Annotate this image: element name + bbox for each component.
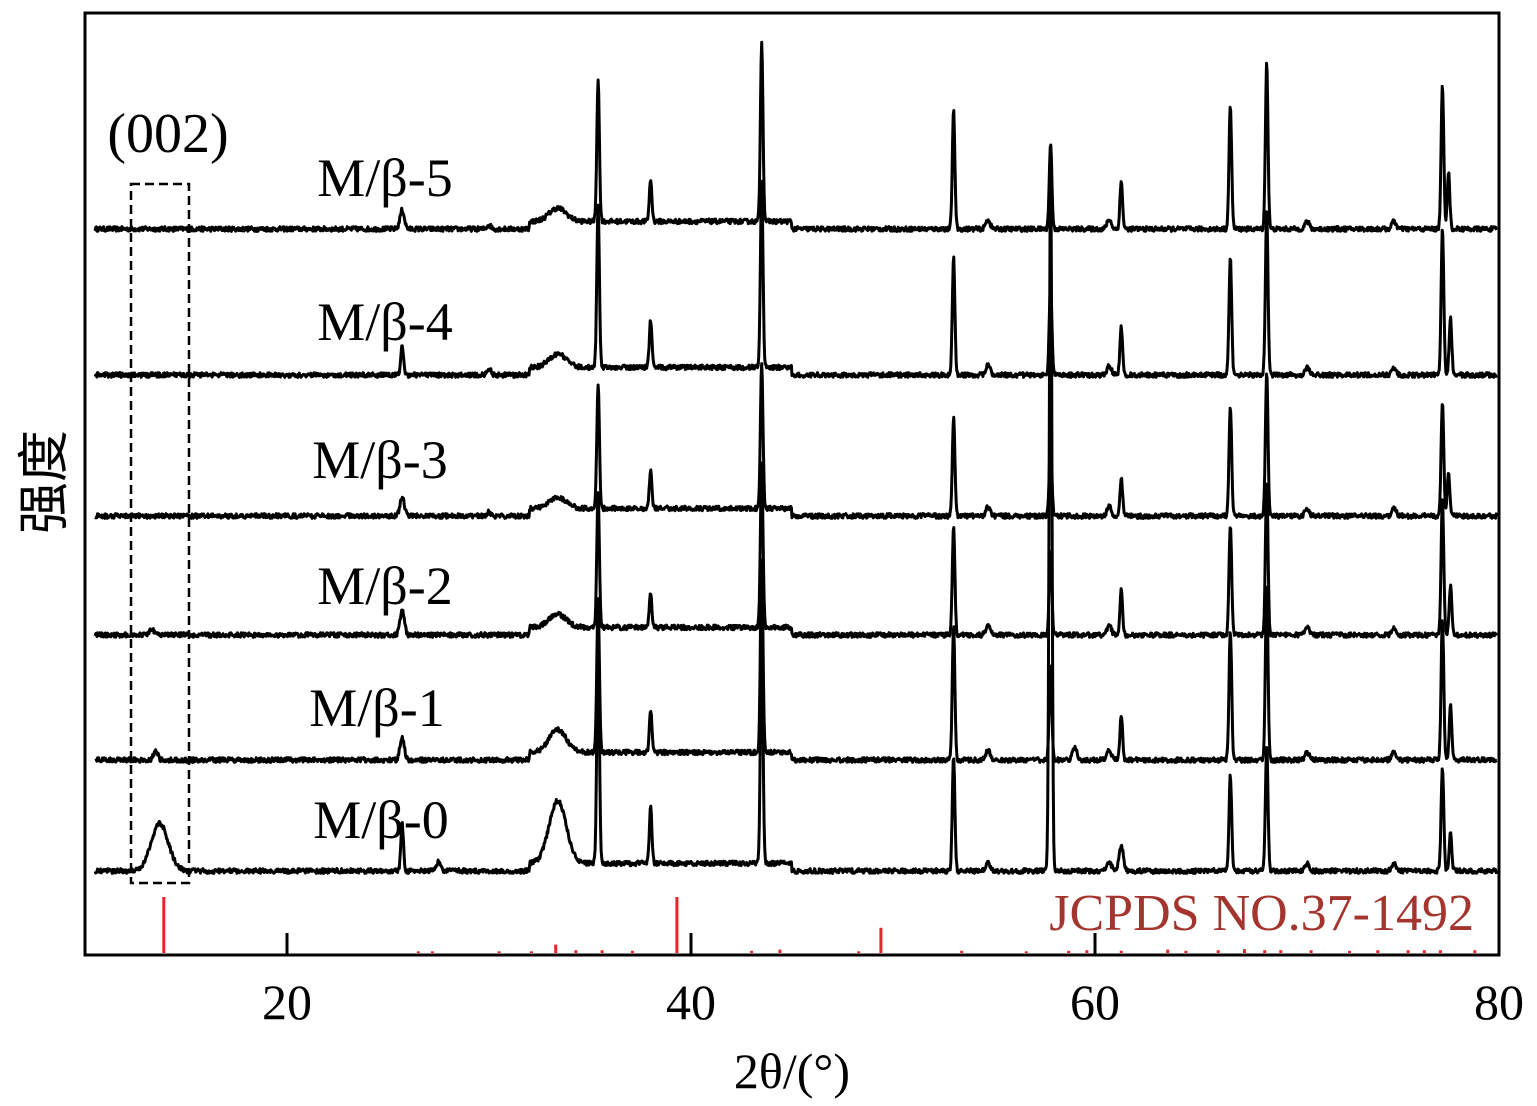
series-labels: M/β-5 M/β-4 M/β-3 M/β-2 M/β-1 M/β-0 [309,148,452,850]
series-label-5: M/β-0 [313,790,448,850]
x-axis-ticks: 20 40 60 80 [262,933,1524,1030]
x-tick-label: 20 [262,974,312,1030]
series-line-3 [93,461,1499,639]
x-axis-title: 2θ/(°) [734,1043,850,1099]
x-tick-label: 40 [666,974,716,1030]
reference-pattern [162,897,1477,953]
reference-label: JCPDS NO.37-1492 [1049,885,1474,942]
series-line-2 [94,362,1499,520]
x-tick-label: 80 [1474,974,1524,1030]
series-label-4: M/β-1 [309,678,444,738]
y-axis-title: 强度 [17,430,74,534]
series-label-0: M/β-5 [317,148,452,208]
xrd-traces [93,40,1499,875]
002-box-label: (002) [107,103,228,165]
series-label-3: M/β-2 [317,556,452,616]
plot-frame [83,11,1501,957]
002-highlight-box [129,182,191,885]
series-label-1: M/β-4 [317,292,452,352]
series-line-1 [93,179,1498,379]
series-line-4 [94,558,1498,764]
series-line-5 [93,158,1499,875]
x-tick-label: 60 [1070,974,1120,1030]
series-label-2: M/β-3 [312,430,447,490]
series-line-0 [93,40,1498,233]
